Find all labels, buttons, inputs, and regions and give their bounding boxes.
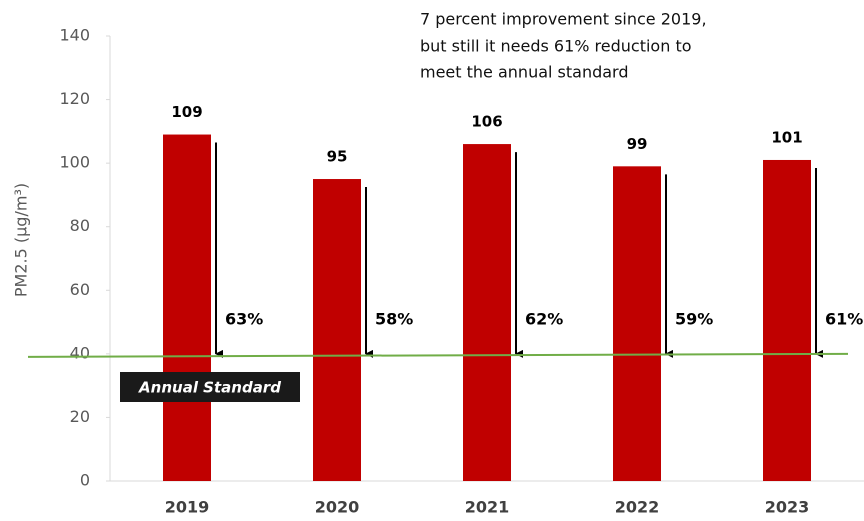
reduction-label: 61%	[825, 310, 863, 329]
annotation: 7 percent improvement since 2019,	[420, 10, 707, 29]
x-tick-label: 2022	[615, 498, 660, 517]
bar	[313, 179, 361, 482]
y-tick-label: 80	[70, 216, 90, 235]
bar	[163, 134, 211, 482]
bar	[763, 159, 811, 481]
reduction-label: 59%	[675, 310, 713, 329]
y-tick-label: 0	[80, 471, 90, 490]
value-label: 99	[627, 135, 648, 153]
annotation: meet the annual standard	[420, 63, 629, 82]
annotation: but still it needs 61% reduction to	[420, 37, 692, 56]
value-label: 106	[471, 113, 502, 131]
y-tick-label: 40	[70, 343, 90, 362]
x-tick-label: 2019	[165, 498, 210, 517]
x-tick-label: 2021	[465, 498, 510, 517]
y-tick-label: 100	[59, 153, 90, 172]
y-tick-label: 20	[70, 407, 90, 426]
y-tick-label: 120	[59, 89, 90, 108]
reduction-label: 58%	[375, 310, 413, 329]
reduction-label: 63%	[225, 310, 263, 329]
value-label: 95	[327, 148, 348, 166]
y-tick-label: 140	[59, 26, 90, 45]
bar	[613, 166, 661, 482]
standard-label: Annual Standard	[138, 379, 281, 397]
x-tick-label: 2023	[765, 498, 810, 517]
standard-label-box	[120, 372, 300, 402]
x-tick-label: 2020	[315, 498, 360, 517]
y-axis-label: PM2.5 (μg/m³)	[12, 183, 31, 297]
reduction-label: 62%	[525, 310, 563, 329]
standard-line	[27, 352, 849, 358]
y-tick-label: 60	[70, 280, 90, 299]
value-label: 101	[771, 128, 802, 146]
bar	[463, 144, 511, 482]
value-label: 109	[171, 103, 202, 121]
